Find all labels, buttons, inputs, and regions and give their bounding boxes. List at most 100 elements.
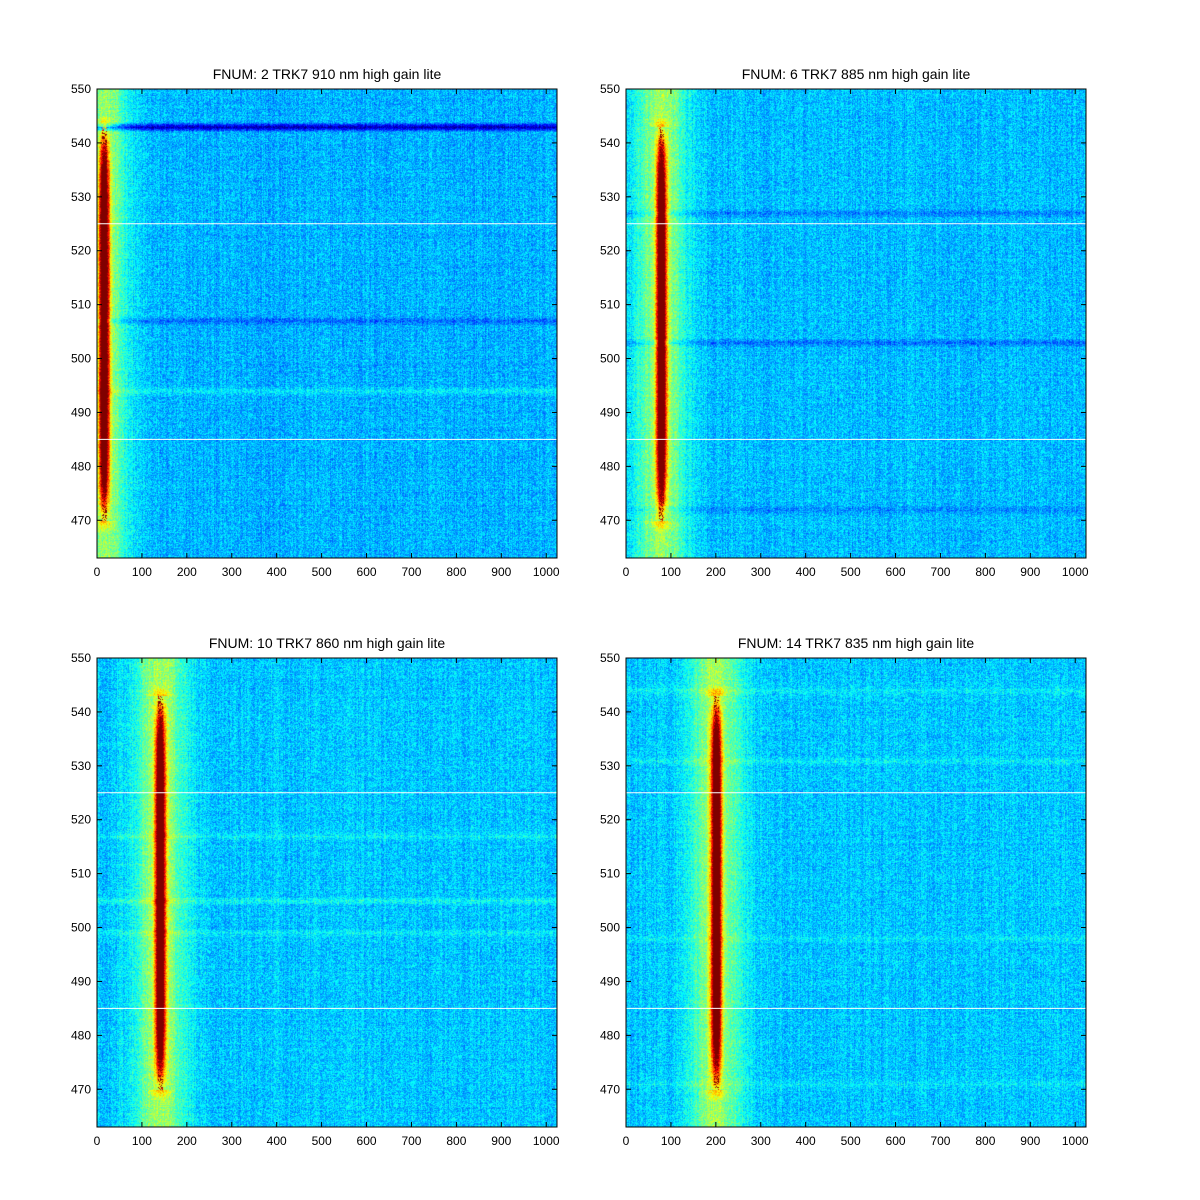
- y-tick-label: 550: [600, 651, 620, 665]
- x-tick-label: 400: [267, 1134, 287, 1148]
- x-tick-label: 400: [796, 565, 816, 579]
- x-axis-ticks: 0 100 200 300 400 500 600 700 800 900 1000: [623, 89, 1089, 579]
- x-tick-label: 300: [751, 1134, 771, 1148]
- heatmap-panel-fnum-6: FNUM: 6 TRK7 885 nm high gain lite 0 100 2…: [600, 66, 1089, 579]
- x-tick-label: 1000: [1062, 565, 1089, 579]
- x-tick-label: 700: [930, 1134, 950, 1148]
- y-tick-label: 510: [600, 867, 620, 881]
- x-tick-label: 600: [886, 565, 906, 579]
- x-axis-ticks: 0 100 200 300 400 500 600 700 800 900 1000: [94, 658, 560, 1148]
- x-tick-label: 500: [841, 1134, 861, 1148]
- x-tick-label: 1000: [533, 565, 560, 579]
- x-tick-label: 800: [446, 1134, 466, 1148]
- x-tick-label: 300: [222, 565, 242, 579]
- y-tick-label: 480: [71, 459, 91, 473]
- y-tick-label: 520: [71, 244, 91, 258]
- y-tick-label: 470: [71, 513, 91, 527]
- x-tick-label: 500: [841, 565, 861, 579]
- y-tick-label: 500: [71, 921, 91, 935]
- x-tick-label: 600: [357, 1134, 377, 1148]
- heatmap-image: [97, 658, 557, 1127]
- x-tick-label: 100: [661, 565, 681, 579]
- panel-title: FNUM: 6 TRK7 885 nm high gain lite: [742, 66, 971, 82]
- heatmap-panel-fnum-2: FNUM: 2 TRK7 910 nm high gain lite 0 100 2…: [71, 66, 560, 579]
- heatmap-image: [626, 658, 1086, 1127]
- x-tick-label: 300: [222, 1134, 242, 1148]
- y-tick-label: 510: [71, 867, 91, 881]
- heatmap-image: [626, 89, 1086, 558]
- reference-lines: [97, 792, 557, 1009]
- heatmap-panel-fnum-10: FNUM: 10 TRK7 860 nm high gain lite 0 100…: [71, 635, 560, 1148]
- x-tick-label: 200: [706, 1134, 726, 1148]
- y-tick-label: 480: [71, 1028, 91, 1042]
- heatmap-panel-fnum-14: FNUM: 14 TRK7 835 nm high gain lite 0 100…: [600, 635, 1089, 1148]
- reference-lines: [97, 223, 557, 440]
- y-tick-label: 510: [71, 298, 91, 312]
- x-tick-label: 800: [446, 565, 466, 579]
- y-tick-label: 530: [71, 759, 91, 773]
- y-axis-ticks: 470 480 490 500 510 520 530 540 550: [600, 651, 1086, 1096]
- heatmap-image: [97, 89, 557, 558]
- y-tick-label: 470: [600, 513, 620, 527]
- y-tick-label: 480: [600, 1028, 620, 1042]
- y-tick-label: 550: [600, 82, 620, 96]
- y-tick-label: 550: [71, 82, 91, 96]
- y-tick-label: 490: [600, 974, 620, 988]
- x-tick-label: 700: [930, 565, 950, 579]
- x-tick-label: 100: [132, 1134, 152, 1148]
- x-tick-label: 900: [1020, 565, 1040, 579]
- panel-title: FNUM: 14 TRK7 835 nm high gain lite: [738, 635, 975, 651]
- x-tick-label: 800: [975, 1134, 995, 1148]
- x-tick-label: 200: [177, 1134, 197, 1148]
- x-tick-label: 0: [94, 1134, 101, 1148]
- y-tick-label: 520: [600, 813, 620, 827]
- x-axis-ticks: 0 100 200 300 400 500 600 700 800 900 1000: [623, 658, 1089, 1148]
- x-tick-label: 800: [975, 565, 995, 579]
- y-tick-label: 550: [71, 651, 91, 665]
- x-tick-label: 0: [623, 565, 630, 579]
- x-axis-ticks: 0 100 200 300 400 500 600 700 800 900 1000: [94, 89, 560, 579]
- reference-lines: [626, 792, 1086, 1009]
- y-tick-label: 490: [71, 405, 91, 419]
- x-tick-label: 600: [886, 1134, 906, 1148]
- x-tick-label: 200: [706, 565, 726, 579]
- x-tick-label: 700: [401, 565, 421, 579]
- x-tick-label: 0: [94, 565, 101, 579]
- y-tick-label: 530: [71, 190, 91, 204]
- y-tick-label: 470: [71, 1082, 91, 1096]
- plot-frame: [96, 657, 558, 1128]
- y-tick-label: 500: [600, 921, 620, 935]
- y-tick-label: 490: [71, 974, 91, 988]
- x-tick-label: 500: [312, 565, 332, 579]
- y-tick-label: 540: [71, 705, 91, 719]
- x-tick-label: 100: [661, 1134, 681, 1148]
- plot-frame: [96, 88, 558, 559]
- x-tick-label: 1000: [533, 1134, 560, 1148]
- y-tick-label: 490: [600, 405, 620, 419]
- x-tick-label: 900: [491, 565, 511, 579]
- y-tick-label: 540: [600, 705, 620, 719]
- x-tick-label: 400: [267, 565, 287, 579]
- x-tick-label: 900: [1020, 1134, 1040, 1148]
- y-axis-ticks: 470 480 490 500 510 520 530 540 550: [71, 651, 557, 1096]
- x-tick-label: 600: [357, 565, 377, 579]
- x-tick-label: 300: [751, 565, 771, 579]
- y-tick-label: 540: [71, 136, 91, 150]
- y-tick-label: 480: [600, 459, 620, 473]
- panel-title: FNUM: 2 TRK7 910 nm high gain lite: [213, 66, 442, 82]
- y-axis-ticks: 470 480 490 500 510 520 530 540 550: [600, 82, 1086, 527]
- y-tick-label: 500: [600, 352, 620, 366]
- y-tick-label: 530: [600, 759, 620, 773]
- x-tick-label: 700: [401, 1134, 421, 1148]
- y-tick-label: 500: [71, 352, 91, 366]
- plot-frame: [625, 88, 1087, 559]
- y-tick-label: 540: [600, 136, 620, 150]
- x-tick-label: 0: [623, 1134, 630, 1148]
- y-tick-label: 470: [600, 1082, 620, 1096]
- y-tick-label: 530: [600, 190, 620, 204]
- reference-lines: [626, 223, 1086, 440]
- x-tick-label: 400: [796, 1134, 816, 1148]
- x-tick-label: 900: [491, 1134, 511, 1148]
- plot-frame: [625, 657, 1087, 1128]
